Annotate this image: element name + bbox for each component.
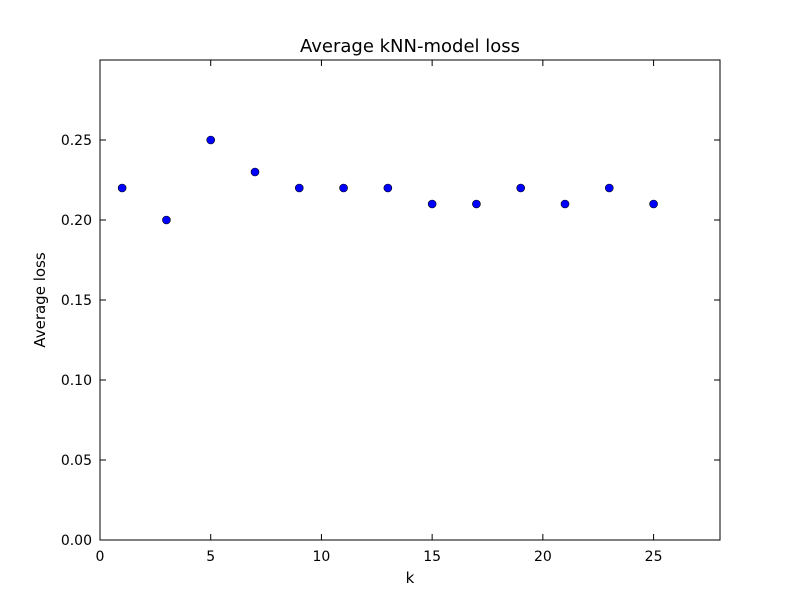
y-tick-label: 0.00 — [61, 533, 92, 549]
x-tick-label: 15 — [423, 549, 441, 565]
data-point — [162, 215, 171, 225]
x-axis: 0 5 10 15 20 25 — [96, 60, 663, 565]
data-point — [250, 167, 260, 177]
x-tick-label: 10 — [313, 549, 331, 565]
data-point — [472, 199, 481, 209]
data-point — [383, 183, 393, 193]
x-tick-label: 20 — [534, 549, 552, 565]
y-axis-label: Average loss — [31, 252, 49, 348]
data-point — [117, 183, 127, 193]
x-axis-label: k — [406, 569, 415, 587]
data-point — [206, 135, 216, 145]
x-tick-label: 5 — [206, 549, 215, 565]
x-tick-label: 25 — [645, 549, 663, 565]
y-tick-label: 0.25 — [61, 133, 92, 149]
y-tick-label: 0.15 — [61, 293, 92, 309]
y-tick-label: 0.05 — [61, 453, 92, 469]
data-point — [294, 183, 304, 193]
data-point — [604, 183, 614, 193]
y-tick-label: 0.20 — [61, 213, 92, 229]
chart-title: Average kNN-model loss — [300, 36, 520, 57]
y-tick-label: 0.10 — [61, 373, 92, 389]
plot-area-frame — [99, 59, 721, 541]
y-axis: 0.00 0.05 0.10 0.15 0.20 0.25 — [61, 133, 720, 549]
data-points — [117, 135, 658, 225]
data-point — [427, 199, 437, 209]
data-point — [516, 183, 526, 193]
data-point — [560, 199, 570, 209]
data-point — [649, 199, 658, 209]
data-point — [339, 183, 348, 193]
x-tick-label: 0 — [96, 549, 105, 565]
